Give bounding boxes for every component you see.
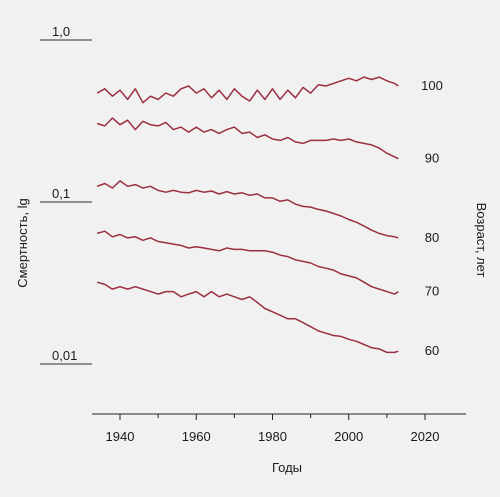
y-tick-label: 0,01 — [52, 348, 77, 363]
y-axis-ticks: 1,0 0,1 0,01 — [40, 24, 92, 365]
x-tick-label: 1960 — [182, 429, 211, 444]
x-tick-label: 2020 — [411, 429, 440, 444]
age-label-60: 60 — [425, 343, 439, 358]
y-tick-label: 0,1 — [52, 186, 70, 201]
series-line-age-100 — [96, 76, 399, 104]
x-axis: 1940 1960 1980 2000 2020 — [92, 413, 466, 444]
age-label-90: 90 — [425, 151, 439, 166]
series-line-age-70 — [96, 230, 399, 295]
y-tick-label: 1,0 — [52, 24, 70, 39]
series-line-age-90 — [96, 117, 399, 160]
y-axis-title: Смертность, lg — [15, 198, 30, 287]
x-axis-title: Годы — [272, 460, 302, 475]
series-line-age-80 — [96, 180, 399, 239]
x-tick-label: 2000 — [334, 429, 363, 444]
age-label-100: 100 — [421, 78, 443, 93]
age-labels: 100 90 80 70 60 — [421, 78, 443, 358]
right-axis-title: Возраст, лет — [474, 203, 489, 278]
age-label-70: 70 — [425, 284, 439, 299]
series-line-age-60 — [96, 281, 399, 354]
age-label-80: 80 — [425, 230, 439, 245]
series-group — [96, 76, 399, 354]
x-tick-label: 1940 — [106, 429, 135, 444]
x-tick-label: 1980 — [258, 429, 287, 444]
